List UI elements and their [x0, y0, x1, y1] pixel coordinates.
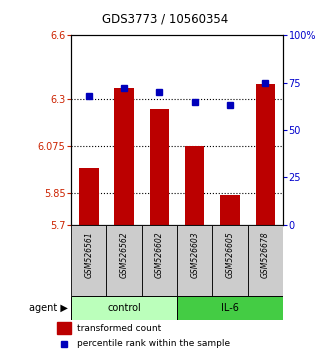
Text: GDS3773 / 10560354: GDS3773 / 10560354: [102, 12, 229, 25]
Bar: [177, 296, 283, 320]
Text: GSM526678: GSM526678: [261, 232, 270, 279]
Bar: [57, 322, 71, 334]
Bar: [142, 225, 177, 296]
Text: GSM526561: GSM526561: [84, 232, 93, 279]
Text: control: control: [107, 303, 141, 313]
Text: GSM526602: GSM526602: [155, 232, 164, 279]
Bar: [107, 225, 142, 296]
Text: transformed count: transformed count: [77, 324, 161, 333]
Bar: [248, 225, 283, 296]
Bar: [185, 146, 205, 225]
Text: agent ▶: agent ▶: [29, 303, 68, 313]
Text: GSM526562: GSM526562: [119, 232, 129, 279]
Bar: [213, 225, 248, 296]
Bar: [256, 84, 275, 225]
Text: percentile rank within the sample: percentile rank within the sample: [77, 339, 230, 348]
Bar: [150, 109, 169, 225]
Text: IL-6: IL-6: [221, 303, 239, 313]
Bar: [71, 225, 107, 296]
Bar: [177, 225, 213, 296]
Bar: [79, 168, 99, 225]
Text: GSM526605: GSM526605: [225, 232, 235, 279]
Text: GSM526603: GSM526603: [190, 232, 199, 279]
Bar: [115, 88, 134, 225]
Bar: [220, 195, 240, 225]
Bar: [71, 296, 177, 320]
